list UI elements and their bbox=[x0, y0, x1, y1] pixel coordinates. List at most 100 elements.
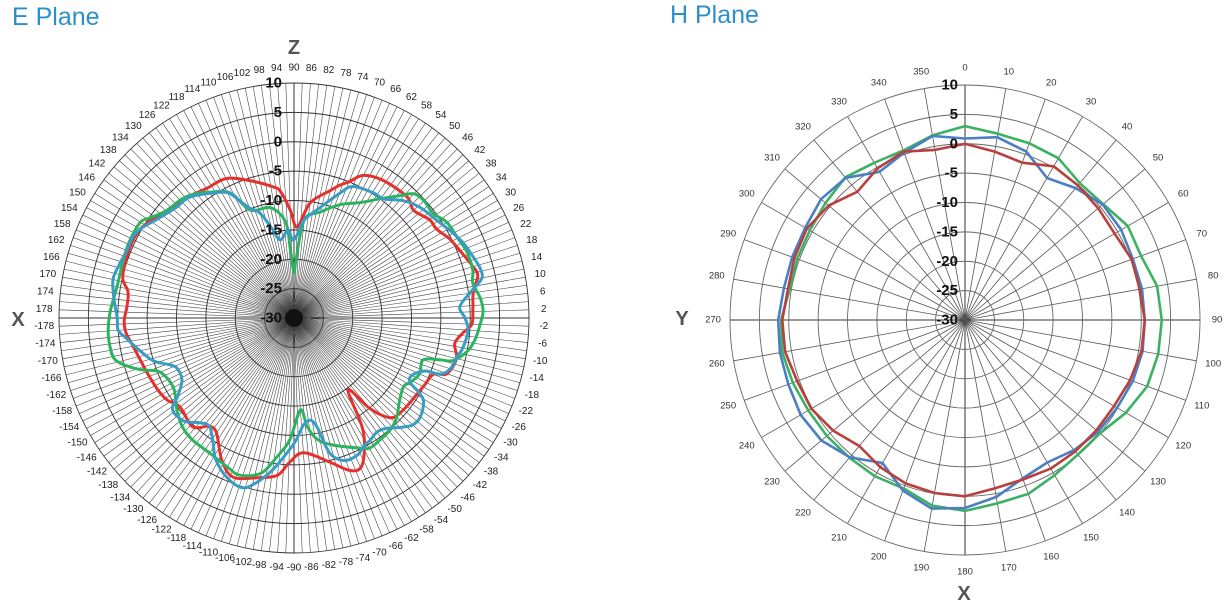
angle-tick-label: 130 bbox=[1150, 477, 1166, 488]
angle-tick-label: 18 bbox=[526, 235, 538, 246]
angle-tick-label: -174 bbox=[35, 339, 55, 350]
angle-tick-label: -118 bbox=[167, 533, 187, 544]
angle-tick-label: -126 bbox=[137, 515, 157, 526]
angle-tick-label: -6 bbox=[538, 339, 547, 350]
angle-tick-label: 54 bbox=[435, 110, 447, 121]
angle-tick-label: 90 bbox=[1212, 315, 1223, 326]
angle-tick-label: 62 bbox=[406, 92, 418, 103]
angle-tick-label: 158 bbox=[54, 219, 71, 230]
angle-tick-label: 2 bbox=[541, 304, 547, 315]
angle-tick-label: 50 bbox=[1153, 153, 1164, 164]
angle-tick-label: 140 bbox=[1119, 508, 1135, 519]
polar-grid bbox=[58, 82, 530, 554]
angle-tick-label: -42 bbox=[473, 480, 488, 491]
angle-tick-label: -10 bbox=[533, 356, 548, 367]
angle-tick-label: 162 bbox=[48, 235, 65, 246]
angle-tick-label: 102 bbox=[234, 68, 251, 79]
angle-tick-label: 174 bbox=[37, 286, 54, 297]
angle-tick-label: -154 bbox=[59, 422, 79, 433]
angle-tick-label: 70 bbox=[374, 78, 386, 89]
ring-gridline bbox=[87, 111, 501, 525]
h-plane-polar-chart: 0 102030405060708090100110120130140150160… bbox=[705, 63, 1222, 578]
angle-tick-label: 10 bbox=[535, 269, 547, 280]
angle-labels: 0 102030405060708090100110120130140150160… bbox=[705, 63, 1222, 578]
series-green-line bbox=[779, 124, 1164, 513]
h-plane-title: H Plane bbox=[670, 1, 759, 29]
ring-gridline bbox=[905, 260, 1025, 380]
db-tick-label: -30 bbox=[260, 310, 282, 327]
angle-tick-label: 82 bbox=[323, 65, 335, 76]
angle-tick-label: -110 bbox=[199, 547, 219, 558]
angle-tick-label: 320 bbox=[795, 122, 811, 133]
angle-tick-label: -66 bbox=[388, 541, 403, 552]
angle-tick-label: 30 bbox=[505, 188, 517, 199]
angle-tick-label: 60 bbox=[1178, 189, 1189, 200]
angle-tick-label: 170 bbox=[39, 269, 56, 280]
angle-tick-label: 240 bbox=[739, 441, 755, 452]
angle-tick-label: 50 bbox=[449, 121, 461, 132]
angle-tick-label: 180 bbox=[957, 567, 973, 578]
angle-tick-label: 94 bbox=[271, 63, 283, 74]
ring-gridline bbox=[264, 288, 324, 348]
angle-tick-label: -58 bbox=[419, 525, 434, 536]
angle-tick-label: -138 bbox=[98, 480, 118, 491]
angle-tick-label: 170 bbox=[1001, 563, 1017, 574]
db-tick-label: 5 bbox=[274, 104, 282, 121]
angle-tick-label: 22 bbox=[520, 219, 532, 230]
angle-tick-label: 114 bbox=[184, 84, 200, 95]
angle-tick-label: 110 bbox=[201, 78, 217, 89]
ring-gridline bbox=[935, 290, 995, 350]
db-tick-label: -20 bbox=[260, 251, 282, 268]
angle-tick-label: 350 bbox=[913, 66, 929, 77]
series-red-line bbox=[781, 142, 1147, 498]
angle-tick-label: -86 bbox=[304, 562, 319, 573]
angle-tick-label: 74 bbox=[357, 72, 369, 83]
angle-tick-label: 46 bbox=[462, 133, 474, 144]
angle-tick-label: 166 bbox=[43, 252, 60, 263]
angle-tick-label: 106 bbox=[217, 72, 234, 83]
ring-gridline bbox=[146, 170, 442, 466]
angle-tick-label: 98 bbox=[254, 65, 266, 76]
angle-tick-label: 110 bbox=[1194, 401, 1209, 412]
angle-tick-label: 150 bbox=[1083, 533, 1099, 544]
e-plane-polar-chart: 90 86 82 78 74 706662585450464238343026221814… bbox=[34, 63, 548, 574]
angle-tick-label: 220 bbox=[795, 508, 811, 519]
db-tick-label: 0 bbox=[950, 135, 958, 152]
z-axis-label: Z bbox=[288, 37, 300, 59]
angle-tick-label: 230 bbox=[764, 477, 780, 488]
ring-gridline bbox=[176, 200, 412, 436]
angle-tick-label: 40 bbox=[1122, 122, 1133, 133]
db-tick-label: -10 bbox=[936, 194, 958, 211]
angle-tick-label: 200 bbox=[871, 551, 887, 562]
angle-tick-label: -166 bbox=[41, 373, 61, 384]
angle-tick-label: 290 bbox=[720, 228, 736, 239]
ring-gridline bbox=[817, 172, 1113, 468]
angle-tick-label: -18 bbox=[525, 390, 540, 401]
angle-tick-label: 90 bbox=[288, 63, 300, 74]
db-tick-label: -15 bbox=[936, 223, 958, 240]
db-tick-label: -25 bbox=[936, 282, 958, 299]
angle-tick-label: 20 bbox=[1046, 78, 1057, 89]
angle-tick-label: 34 bbox=[496, 173, 508, 184]
angle-tick-label: 10 bbox=[1004, 66, 1015, 77]
ring-gridline bbox=[234, 258, 354, 378]
db-tick-label: -5 bbox=[945, 165, 958, 182]
db-tick-label: -20 bbox=[936, 253, 958, 270]
angle-tick-label: -158 bbox=[52, 406, 72, 417]
angle-tick-label: 70 bbox=[1197, 228, 1208, 239]
angle-tick-label: -170 bbox=[38, 356, 58, 367]
angle-tick-label: -74 bbox=[356, 553, 371, 564]
angle-tick-label: -30 bbox=[503, 438, 518, 449]
angle-tick-label: 250 bbox=[720, 401, 736, 412]
angle-tick-label: 142 bbox=[89, 159, 106, 170]
db-labels: 10 5 0 -5 -10 -15 -20 -25 -30 bbox=[260, 75, 282, 327]
angle-tick-label: 210 bbox=[831, 533, 847, 544]
angle-tick-label: 340 bbox=[871, 78, 887, 89]
angle-tick-label: -98 bbox=[252, 560, 267, 571]
e-x-axis-label: X bbox=[11, 309, 25, 331]
angle-tick-label: 310 bbox=[764, 153, 780, 164]
angle-tick-label: -14 bbox=[529, 373, 544, 384]
angle-tick-label: 42 bbox=[474, 145, 486, 156]
angle-tick-label: 80 bbox=[1208, 271, 1219, 282]
series-blue-line bbox=[776, 134, 1147, 510]
